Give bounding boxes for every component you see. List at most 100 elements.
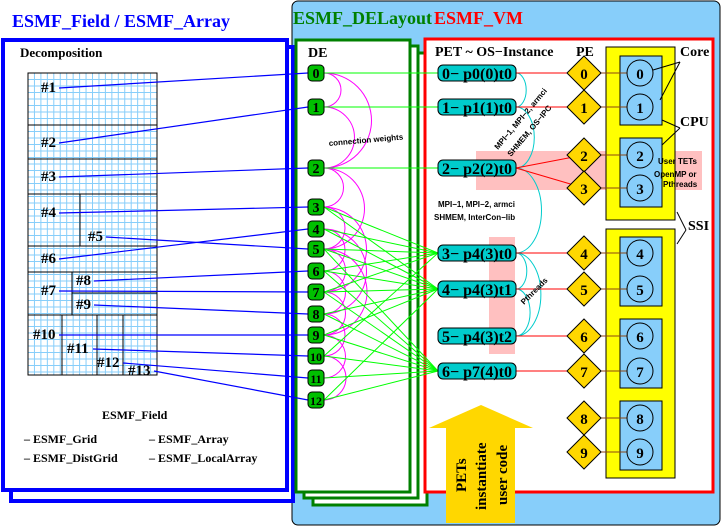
block-label-7: #7 [41,283,57,299]
core-circle-6 [626,322,654,350]
pet-label-0: 0− p0(0)t0 [442,66,512,83]
de-to-pet-line [323,206,439,254]
annotation-pointer [659,61,681,101]
de-node-10 [307,347,325,365]
block-label-10: #10 [33,327,56,343]
de-label-5: 5 [313,243,320,258]
pe-diamond-3 [566,170,602,206]
core-label-8: 8 [636,412,644,428]
block-label-3: #3 [41,169,56,185]
pet-node-4 [437,280,517,298]
de-label-7: 7 [313,286,320,301]
pe-header: PE [576,45,594,60]
connection-weight-arc [323,206,346,250]
de-node-11 [307,369,325,387]
de-to-pet-line [323,313,439,372]
pet-label-1: 1− p1(1)t0 [442,100,512,117]
de-to-pet-line [323,288,439,401]
block-to-de-line [58,228,309,260]
pet-communication-arc [515,288,531,337]
pet-communication-arc [515,72,527,108]
de-label-8: 8 [313,308,320,323]
de-to-pet-line [323,248,439,372]
de-to-pet-line [323,334,439,372]
pe-label-4: 4 [580,247,588,263]
block-label-5: #5 [88,229,103,245]
connection-weight-arc [323,72,342,108]
pet-communication-arc [515,252,542,337]
connection-weight-arc [323,248,346,293]
core-label-6: 6 [636,330,644,346]
de-to-pet-line [323,288,439,336]
de-to-pet-line [323,270,439,290]
user-tets-line1: User TETs [658,157,698,166]
block-to-de-line [122,362,309,379]
annotation-pointer [652,61,681,71]
pet-node-3 [437,244,517,262]
pet-label-6: 6− p7(4)t0 [442,364,512,381]
pe-label-5: 5 [580,283,588,299]
connection-weight-arc [323,167,344,208]
de-label-12: 12 [310,394,322,408]
core-circle-5 [626,275,654,303]
connection-weight-arc [323,313,346,357]
block-to-de-line [105,236,309,250]
core-circle-7 [626,357,654,385]
block-label-9: #9 [76,297,91,313]
core-label-4: 4 [636,247,644,263]
user-tets-line3: Pthreads [663,180,698,189]
annotation-pointer [676,211,687,231]
connection-weight-arc [323,72,372,169]
pets-instantiate-arrow [429,405,533,523]
pet-node-5 [437,327,517,345]
annotation-pointer [661,119,681,129]
de-label-2: 2 [313,162,320,177]
de-to-pet-line [323,370,439,379]
connection-weight-arc [323,167,365,250]
field-caption: ESMF_Field [102,408,168,422]
de-label-10: 10 [310,350,322,364]
core-label-0: 0 [636,67,644,83]
connection-weight-arc [323,206,367,293]
de-label-11: 11 [310,372,321,386]
pe-label-7: 7 [580,365,588,381]
block-to-de-line [58,167,309,178]
core-circle-1 [626,93,654,121]
de-node-12 [307,391,325,409]
block-to-de-line [93,304,309,315]
field-list-localarray: – ESMF_LocalArray [148,451,257,465]
interconn-line2: SHMEM, InterCon−lib [434,213,515,222]
connection-weight-arc [323,106,355,169]
pet-node-2 [437,159,517,177]
de-label-9: 9 [313,329,320,344]
pet-label-5: 5− p4(3)t2 [442,329,512,346]
pet-communication-arc [515,106,535,169]
pe-diamond-7 [566,353,602,389]
de-node-2 [307,159,325,177]
annotation-pointer [676,229,687,245]
core-circle-4 [626,239,654,267]
de-label-3: 3 [313,201,320,216]
block-label-4: #4 [41,205,57,221]
connection-weight-arc [323,334,346,379]
block-to-de-line [153,370,309,401]
pet-communication-arc [515,252,528,290]
cpu-label: CPU [680,115,709,130]
core-circle-3 [626,174,654,202]
de-node-0 [307,64,325,82]
block-to-de-line [93,270,309,282]
ssi-label: SSI [688,219,709,234]
de-to-pet-line [323,291,439,372]
pet-node-0 [437,64,517,82]
de-node-4 [307,220,325,238]
de-label-1: 1 [313,101,320,116]
de-to-pet-line [323,252,439,293]
pet-node-1 [437,98,517,116]
core-label-5: 5 [636,283,644,299]
pe-label-6: 6 [580,330,588,346]
block-to-de-line [92,348,309,357]
pe-label-8: 8 [580,412,588,428]
de-header: DE [308,46,327,61]
de-to-pet-line [323,248,439,254]
pet-label-4: 4− p4(3)t1 [442,282,512,299]
